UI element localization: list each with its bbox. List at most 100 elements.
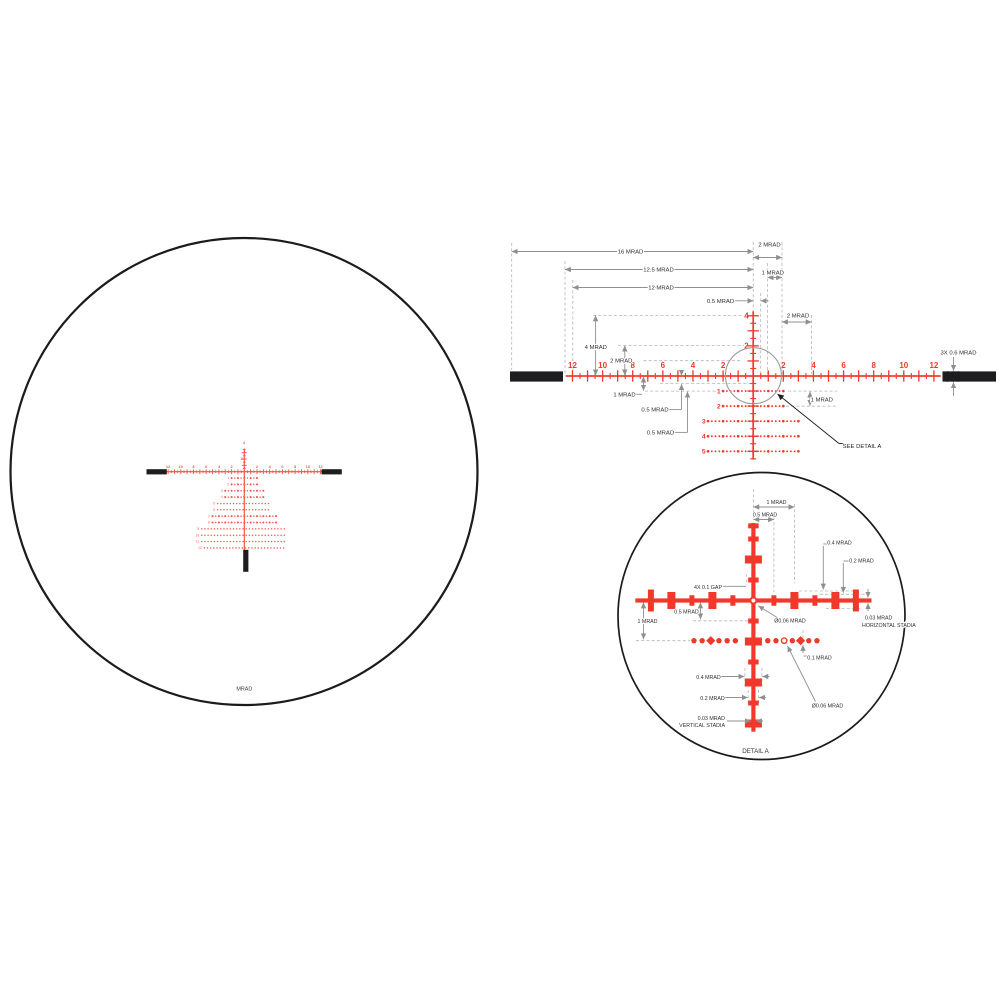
tree-row-dot: [239, 502, 241, 505]
holdover-row-dot: [706, 419, 710, 423]
detail-tick: [831, 592, 840, 609]
scope-tick: [196, 470, 198, 474]
holdover-row-dot: [786, 420, 789, 423]
tree-row-dot: [279, 547, 282, 549]
tree-row-dot: [251, 540, 254, 543]
tree-row-dot: [221, 521, 223, 524]
holdover-row-dot: [748, 420, 751, 423]
main-axis-tick: [790, 373, 792, 379]
dimension-label: 2 MRAD: [610, 359, 632, 365]
holdover-row-dot: [725, 435, 728, 438]
tree-row-dot: [217, 521, 220, 524]
main-axis-tick: [750, 322, 757, 324]
tree-row-dot: [242, 502, 244, 505]
tree-row-dot: [255, 489, 259, 492]
holdover-row-dot: [751, 404, 755, 408]
holdover-row-dot: [706, 434, 710, 438]
tree-row-dot: [253, 490, 255, 492]
scope-tick: [285, 470, 286, 474]
dimension-label: 0.5 MRAD: [641, 408, 668, 414]
scope-tick: [242, 468, 246, 469]
tree-row-dot: [230, 483, 233, 486]
tree-row-dot: [232, 509, 235, 511]
holdover-row-dot: [797, 449, 800, 453]
tree-row-dot: [219, 547, 221, 549]
main-axis-tick: [805, 373, 807, 379]
tree-row-dot: [229, 528, 232, 530]
detail-dimension-label: Ø0.06 MRAD: [774, 619, 806, 625]
main-axis-tick: [857, 370, 860, 382]
scope-tick: [297, 470, 299, 474]
tree-row-number: 10: [196, 533, 200, 537]
main-axis-tick: [632, 370, 634, 382]
detail-dimension-label: 0.4 MRAD: [696, 675, 721, 681]
tree-row-dot: [235, 502, 238, 505]
left-post-bar: [510, 371, 563, 382]
tree-row-dot: [270, 540, 273, 543]
tree-row-dot: [209, 547, 212, 549]
main-axis-tick: [750, 367, 757, 370]
tree-row-dot: [221, 515, 223, 517]
tree-row-dot: [238, 547, 240, 549]
main-axis-tick: [601, 370, 604, 382]
main-axis-tick: [684, 373, 686, 379]
tree-row-dot: [248, 534, 251, 536]
holdover-row-dot: [748, 405, 751, 408]
tree-row-dot: [226, 502, 228, 505]
tree-row-dot: [213, 528, 216, 530]
holdover-row-dot: [721, 419, 725, 423]
scope-tick: [262, 469, 264, 475]
tree-row-number: 6: [213, 508, 215, 512]
main-axis-tick: [699, 373, 702, 379]
tree-row-dot: [261, 534, 263, 536]
tree-row-dot: [232, 534, 235, 536]
tree-row-dot: [245, 540, 247, 543]
detail-tick: [852, 589, 859, 612]
holdover-row-dot: [736, 389, 740, 393]
tree-row-dot: [220, 540, 222, 543]
detail-dimension-label: 0.5 MRAD: [753, 513, 778, 519]
tree-row-dot: [253, 483, 255, 486]
holdover-row-dot: [789, 450, 792, 453]
tree-row-dot: [216, 547, 218, 549]
tree-row-dot: [240, 515, 242, 517]
scope-tick: [320, 469, 321, 475]
axis-number: 6: [841, 361, 846, 370]
tree-row-dot: [283, 534, 286, 536]
tree-row-dot: [203, 547, 206, 549]
tree-row-dot: [254, 534, 257, 536]
tree-row-dot: [220, 534, 222, 536]
scope-tick: [241, 452, 247, 454]
holdover-row-number: 4: [702, 434, 706, 441]
tree-row-dot: [236, 496, 239, 499]
holdover-row-dot: [736, 449, 740, 453]
scope-tick: [291, 470, 293, 474]
tree-row-dot: [262, 489, 265, 492]
tree-row-dot: [216, 502, 219, 505]
detail-dimension-label: 0.03 MRAD: [865, 616, 893, 622]
scope-tick: [234, 470, 236, 474]
holdover-row-dot: [744, 450, 747, 453]
main-axis-tick: [692, 370, 694, 382]
tree-row-dot: [213, 540, 216, 543]
tree-row-dot: [224, 489, 227, 492]
tree-row-dot: [240, 496, 242, 498]
tree-row-dot: [283, 540, 286, 543]
scope-tick: [310, 470, 312, 474]
scope-tick: [212, 469, 214, 475]
tree-row-dot: [265, 515, 268, 517]
tree-row-dot: [267, 540, 270, 543]
tree-row-dot: [225, 547, 228, 549]
scope-tick: [215, 470, 217, 474]
holdover-row-dot: [793, 450, 796, 453]
tree-row-dot: [222, 547, 225, 549]
scope-tick: [240, 470, 242, 474]
main-axis-tick: [579, 373, 581, 379]
holdover-row-dot: [766, 389, 770, 393]
axis-number: 2: [721, 361, 726, 370]
tree-row-dot: [235, 509, 238, 511]
main-axis-tick: [827, 370, 830, 382]
detail-row-dot: [691, 637, 697, 644]
tree-row-dot: [251, 534, 254, 536]
